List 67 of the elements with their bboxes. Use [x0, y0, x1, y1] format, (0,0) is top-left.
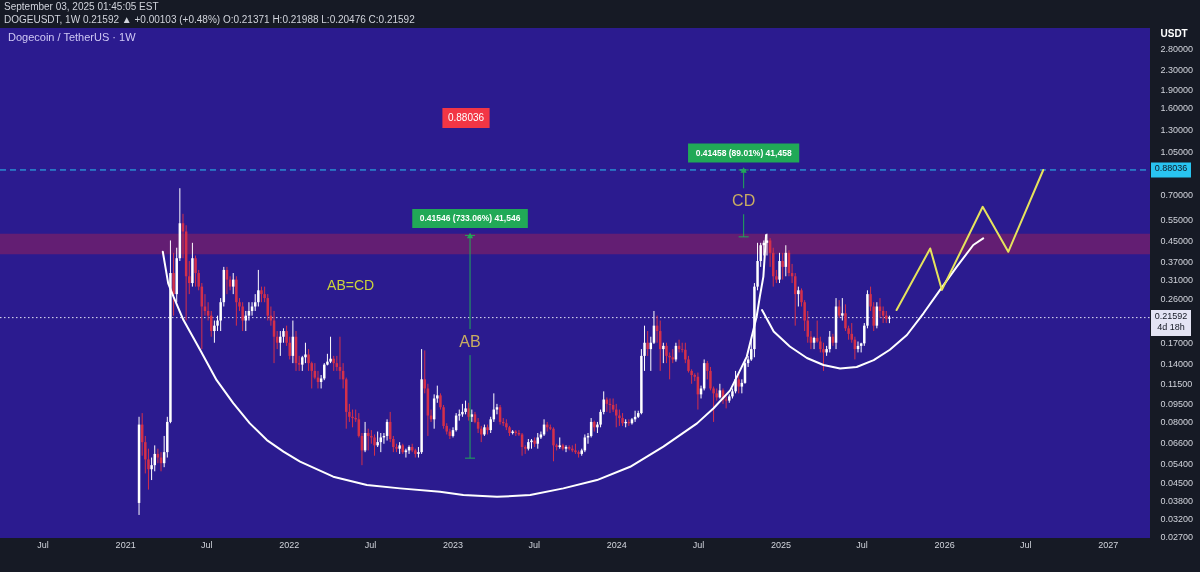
chart-subtitle: DOGEUSDT, 1W 0.21592 ▲ +0.00103 (+0.48%) O:0.21371 H:0.21988 L:0.20476 C:0.21592: [4, 14, 416, 25]
y-tick-label: 0.03200: [1160, 513, 1194, 524]
y-tick-label: 0.31000: [1160, 275, 1194, 286]
candlestick: [373, 433, 376, 457]
series-label: 0.41458 (89.01%) 41,458: [695, 147, 792, 158]
x-tick-label: 2022: [279, 539, 300, 550]
candlestick: [611, 397, 615, 413]
candlestick: [495, 403, 499, 415]
x-tick-label: Jul: [201, 539, 213, 550]
series-label: 0.41546 (733.06%) 41,546: [419, 213, 521, 224]
candlestick: [552, 426, 555, 462]
annotation: AB=CD: [327, 277, 375, 293]
annotation: AB: [459, 333, 481, 351]
y-tick-label: 0.37000: [1160, 256, 1194, 267]
x-tick-label: 2024: [606, 539, 627, 550]
x-tick-label: 2027: [1098, 539, 1119, 550]
chart-title: Dogecoin / TetherUS · 1W: [8, 31, 137, 43]
y-tick-label: 0.45000: [1160, 235, 1194, 246]
y-tick-label: 0.11500: [1160, 379, 1193, 390]
x-tick-label: 2021: [115, 539, 136, 550]
y-tick-label: 0.08000: [1160, 417, 1194, 428]
candlestick: [194, 254, 197, 288]
candlestick: [646, 330, 649, 357]
y-tick-label: 0.09500: [1160, 399, 1194, 410]
y-tick-label: 1.60000: [1160, 102, 1194, 113]
candlestick: [404, 448, 408, 459]
y-tick-label: 2.30000: [1160, 64, 1194, 75]
y-tick-label: 0.05400: [1160, 458, 1194, 469]
line-series: [895, 169, 1045, 312]
line-series: [761, 237, 985, 370]
candlestick: [841, 297, 844, 322]
x-tick-label: Jul: [37, 539, 49, 550]
y-tick-label: 0.02700: [1160, 531, 1194, 542]
y-tick-label: 0.03800: [1160, 495, 1194, 506]
ref-line-label: 0.21592 4d 18h: [1154, 311, 1188, 333]
y-tick-label: 1.30000: [1160, 124, 1194, 135]
y-tick-label: 0.14000: [1160, 358, 1194, 369]
y-tick-label: 0.06600: [1160, 437, 1194, 448]
candlestick: [172, 252, 175, 317]
candlestick: [781, 252, 784, 281]
x-tick-label: Jul: [364, 539, 377, 550]
y-tick-label: 1.05000: [1160, 146, 1194, 157]
text: September 03, 2025 01:45:05 EST: [4, 1, 159, 12]
y-axis-title: USDT: [1160, 27, 1188, 39]
x-tick-label: 2026: [934, 539, 955, 550]
annotation: CD: [732, 192, 756, 210]
x-tick-label: Jul: [528, 539, 540, 550]
y-tick-label: 0.17000: [1160, 338, 1194, 349]
y-tick-label: 0.04500: [1160, 477, 1194, 488]
candlestick: [213, 320, 216, 344]
x-tick-label: 2025: [770, 539, 791, 550]
ref-line-label: 0.88036: [1154, 163, 1188, 174]
candlestick: [279, 330, 282, 357]
candlestick: [734, 370, 737, 394]
y-tick-label: 0.70000: [1160, 189, 1194, 200]
candlestick: [241, 301, 244, 332]
y-tick-label: 2.80000: [1160, 43, 1194, 54]
x-tick-label: Jul: [692, 539, 705, 550]
annotation: 0.88036: [447, 112, 485, 123]
x-tick-label: Jul: [1020, 539, 1032, 550]
y-tick-label: 1.90000: [1160, 84, 1194, 95]
y-tick-label: 0.55000: [1160, 214, 1194, 225]
x-tick-label: 2023: [443, 539, 464, 550]
x-tick-label: Jul: [856, 539, 868, 550]
candlestick: [778, 252, 781, 284]
y-tick-label: 0.26000: [1160, 293, 1194, 304]
candlestick: [329, 336, 332, 364]
